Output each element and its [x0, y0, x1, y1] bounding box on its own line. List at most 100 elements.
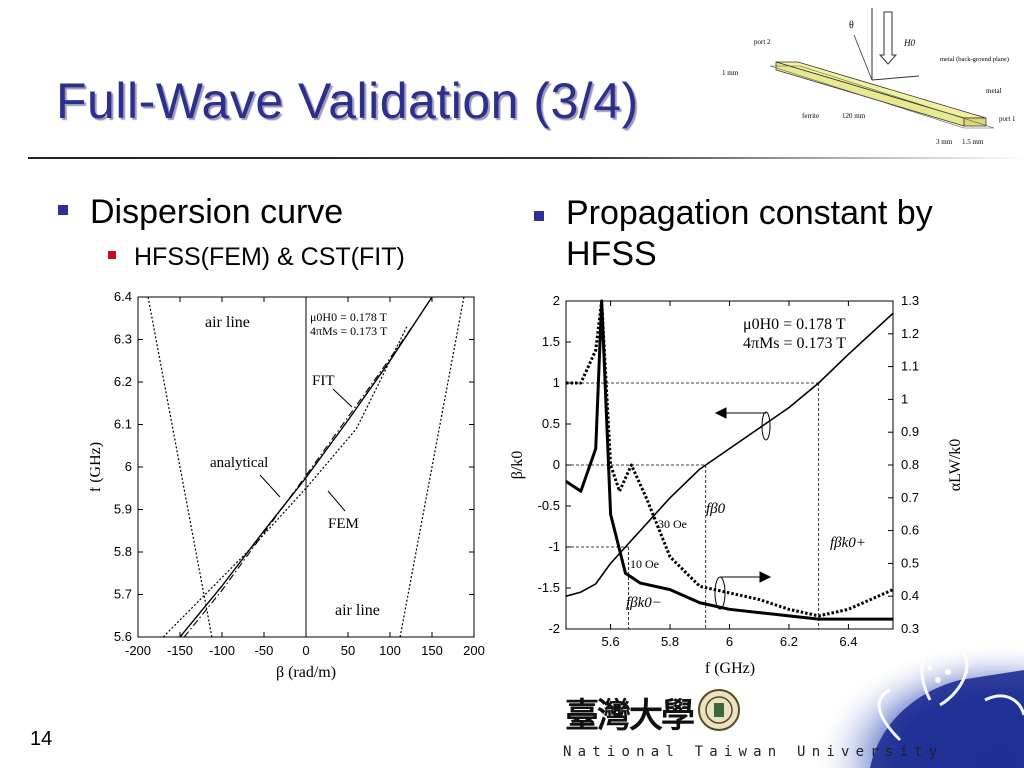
fit-arrow: [332, 388, 353, 408]
y-right-tick-label: 0.7: [901, 490, 919, 505]
y-left-tick-label: 0: [553, 457, 560, 472]
x-tick-label: 6.4: [839, 634, 857, 649]
series-air-line-left: [147, 296, 213, 638]
y-right-tick-label: 1: [901, 391, 908, 406]
footer-university-name: National Taiwan University: [563, 744, 944, 760]
fem-arrow: [327, 490, 346, 512]
y-left-tick-label: -0.5: [538, 498, 560, 513]
bullet-square-icon: [58, 205, 68, 216]
ntu-seal-icon: [698, 689, 740, 731]
title-divider: [28, 157, 1024, 159]
series-FEM: [162, 326, 408, 638]
bullet-square-icon: [534, 211, 544, 221]
y-right-tick-label: 0.6: [901, 523, 919, 538]
series-10-Oe: [565, 299, 893, 621]
y-left-tick-label: 1.5: [542, 334, 560, 349]
theta-label: θ: [849, 20, 854, 31]
y-right-tick-label: 0.5: [901, 555, 919, 570]
y-right-tick-label: 0.4: [901, 588, 919, 603]
ntu-calligraphy-logo: 臺灣大學: [565, 696, 695, 736]
10-oe-label: 10 Oe: [630, 557, 659, 571]
legend-line-1: μ0H0 = 0.178 T: [743, 316, 846, 333]
y-tick-label: 6: [125, 459, 132, 474]
y-left-tick-label: -2: [548, 621, 560, 636]
length-label: 120 mm: [842, 112, 866, 120]
bullet-propagation: Propagation constant by HFSS: [534, 193, 974, 275]
x-tick-label: 100: [379, 643, 401, 658]
x-tick-label: -100: [209, 643, 235, 658]
y-left-tick-label: 0.5: [542, 416, 560, 431]
x-tick-label: 150: [421, 643, 443, 658]
x-tick-label: 0: [302, 643, 309, 658]
analytical-arrow: [259, 474, 281, 498]
series--k0: [565, 312, 894, 597]
series-FIT: [183, 322, 416, 638]
y-tick-label: 5.6: [114, 629, 132, 644]
series-30-Oe: [566, 299, 894, 618]
series-air-line-right: [399, 296, 465, 638]
propagation-chart: 5.6 5.8 6 6.2 6.4 2 1.5 1 0.5 0 -0.5 -1 -1.5 -2 1.3 1.2…: [509, 293, 964, 677]
y-right-tick-label: 0.8: [901, 457, 919, 472]
y-tick-label: 5.9: [114, 502, 132, 517]
fem-label: FEM: [328, 516, 359, 532]
x-axis-label: β (rad/m): [276, 664, 336, 681]
y-right-tick-label: 1.2: [901, 326, 919, 341]
y-tick-label: 6.4: [114, 289, 132, 304]
bullet-dispersion: Dispersion curve: [58, 193, 343, 232]
width1-label: 3 mm: [936, 138, 953, 146]
y-left-tick-label: 2: [553, 293, 560, 308]
metal-backing-label: metal (back-ground plane): [940, 56, 1009, 63]
y-tick-label: 6.3: [114, 332, 132, 347]
y-axis-label: f (GHz): [90, 442, 104, 492]
x-tick-label: 200: [463, 643, 485, 658]
x-tick-label: 5.8: [661, 634, 679, 649]
right-axis-arrow: [714, 571, 772, 610]
slide-title: Full-Wave Validation (3/4): [56, 73, 639, 129]
x-tick-label: -50: [255, 643, 274, 658]
y-tick-label: 5.7: [114, 587, 132, 602]
x-tick-label: 6: [726, 634, 733, 649]
f-beta0-label: fβ0: [706, 501, 726, 517]
x-tick-label: -200: [125, 643, 151, 658]
y-left-tick-label: -1: [548, 539, 560, 554]
bullet-hfss-cst-text: HFSS(FEM) & CST(FIT): [134, 243, 405, 271]
y-right-tick-label: 0.3: [901, 621, 919, 636]
dispersion-chart: -200 -150 -100 -50 0 50 100 150 200 5.6 5.7 5.8 5.9 6…: [90, 289, 485, 681]
f-beta-k0minus-label: fβk0−: [626, 595, 662, 611]
y-left-tick-label: 1: [553, 375, 560, 390]
ferrite-label: ferrite: [802, 112, 819, 120]
x-tick-label: -150: [167, 643, 193, 658]
legend-line-1: μ0H0 = 0.178 T: [310, 310, 388, 324]
f-beta-k0plus-label: fβk0+: [830, 535, 866, 551]
y-tick-label: 6.2: [114, 374, 132, 389]
y-tick-label: 6.1: [114, 417, 132, 432]
left-axis-arrow: [714, 407, 771, 441]
analytical-label: analytical: [210, 455, 268, 471]
port1-label: port 1: [999, 115, 1016, 123]
y-right-tick-label: 1.3: [901, 293, 919, 308]
legend-line-2: 4πMs = 0.173 T: [743, 335, 846, 352]
y-left-tick-label: -1.5: [538, 580, 560, 595]
bullet-hfss-cst: HFSS(FEM) & CST(FIT): [108, 243, 405, 272]
structure-diagram: θ H0 port 2 port 1 metal (back-ground pl…: [722, 8, 1016, 146]
bullet-dispersion-text: Dispersion curve: [90, 193, 344, 231]
bullet-square-icon: [108, 251, 116, 260]
port2-label: port 2: [754, 38, 771, 46]
fit-label: FIT: [312, 373, 335, 389]
y-right-tick-label: 1.1: [901, 359, 919, 374]
metal-label: metal: [986, 87, 1002, 95]
h0-label: H0: [903, 38, 915, 48]
y-left-axis-label: β/k0: [509, 451, 526, 480]
x-axis-label: f (GHz): [705, 660, 755, 677]
air-line-label-left: air line: [205, 314, 250, 331]
x-tick-label: 6.2: [780, 634, 798, 649]
ntu-logo: 臺灣大學: [565, 684, 745, 740]
bullet-propagation-text: Propagation constant by HFSS: [566, 194, 933, 273]
30-oe-label: 30 Oe: [658, 517, 687, 531]
thickness-label: 1 mm: [722, 69, 739, 77]
air-line-label-right: air line: [335, 602, 380, 619]
legend-line-2: 4πMs = 0.173 T: [310, 324, 388, 338]
y-right-axis-label: αLW/k0: [947, 439, 964, 492]
y-right-tick-label: 0.9: [901, 424, 919, 439]
